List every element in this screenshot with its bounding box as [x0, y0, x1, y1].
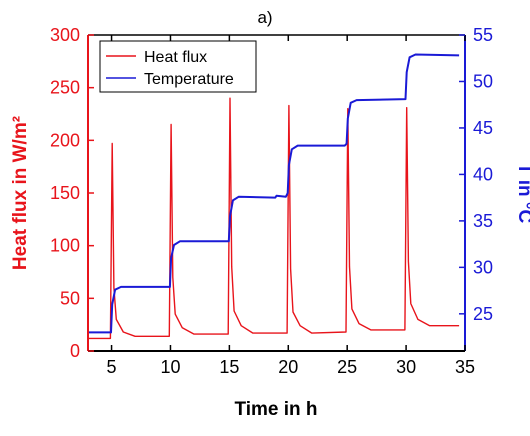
x-tick-label: 35 [455, 357, 475, 377]
y-right-tick-label: 25 [473, 304, 493, 324]
y-right-tick-label: 40 [473, 164, 493, 184]
y-left-tick-label: 200 [50, 130, 80, 150]
x-tick-label: 20 [278, 357, 298, 377]
x-tick-label: 10 [160, 357, 180, 377]
legend-label-temperature: Temperature [144, 71, 234, 88]
x-tick-label: 5 [107, 357, 117, 377]
y-left-tick-label: 0 [70, 341, 80, 361]
y-left-tick-label: 300 [50, 25, 80, 45]
y-right-tick-label: 55 [473, 25, 493, 45]
y-right-axis-title: T in °C [514, 163, 530, 224]
panel-label: a) [257, 8, 272, 27]
x-tick-label: 15 [219, 357, 239, 377]
y-left-axis-title: Heat flux in W/m² [10, 116, 31, 270]
legend-box [99, 40, 257, 93]
series-line-temperature [88, 53, 460, 334]
x-axis-title: Time in h [234, 399, 317, 420]
y-left-tick-label: 250 [50, 78, 80, 98]
y-right-tick-label: 45 [473, 118, 493, 138]
series-line-heat-flux [88, 97, 460, 340]
x-tick-label: 30 [396, 357, 416, 377]
y-right-tick-label: 50 [473, 71, 493, 91]
legend-label-heat-flux: Heat flux [144, 49, 207, 66]
axes-layer: 5 10 15 20 25 30 35 0 50 100 150 200 250 300 25 30 35 40 4… [50, 25, 493, 377]
y-left-tick-label: 150 [50, 183, 80, 203]
y-right-tick-label: 35 [473, 211, 493, 231]
y-left-tick-label: 50 [60, 288, 80, 308]
legend: Heat flux Temperature [99, 40, 257, 93]
y-left-tick-label: 100 [50, 236, 80, 256]
y-right-tick-label: 30 [473, 257, 493, 277]
series-layer [88, 53, 460, 340]
x-tick-label: 25 [337, 357, 357, 377]
